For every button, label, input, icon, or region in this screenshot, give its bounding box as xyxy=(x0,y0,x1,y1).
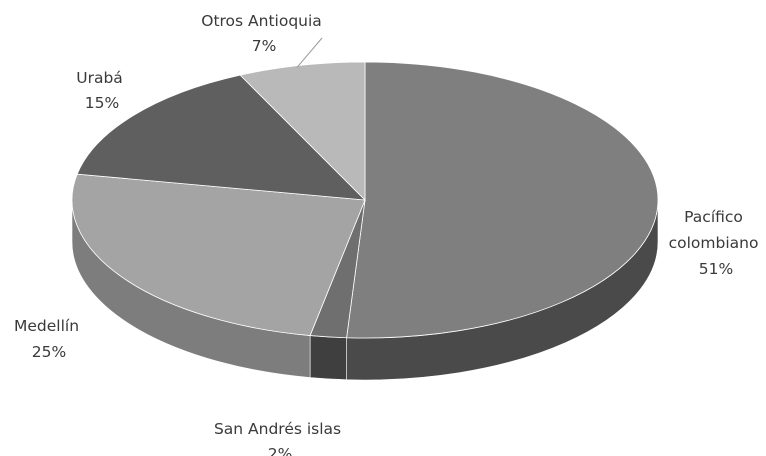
leader-line-otros-antioquia xyxy=(296,37,323,68)
leader-lines xyxy=(296,37,323,68)
slice-label-uraba: Urabá 15% xyxy=(76,69,128,112)
pie-slice-3 xyxy=(76,74,367,201)
slice-label-medellin: Medellín 25% xyxy=(14,317,84,361)
slice-label-otros-antioquia: Otros Antioquia 7% xyxy=(201,12,327,55)
slice-label-san-andres: San Andrés islas 2% xyxy=(214,420,346,456)
pie-slice-4 xyxy=(239,61,366,201)
pie-slice-0 xyxy=(346,61,659,339)
pie-depth-1-0 xyxy=(309,335,347,381)
slice-label-pacifico: Pacífico colombiano 51% xyxy=(669,208,764,278)
pie-slice-2 xyxy=(71,173,366,336)
pie-top-layer xyxy=(71,61,659,339)
